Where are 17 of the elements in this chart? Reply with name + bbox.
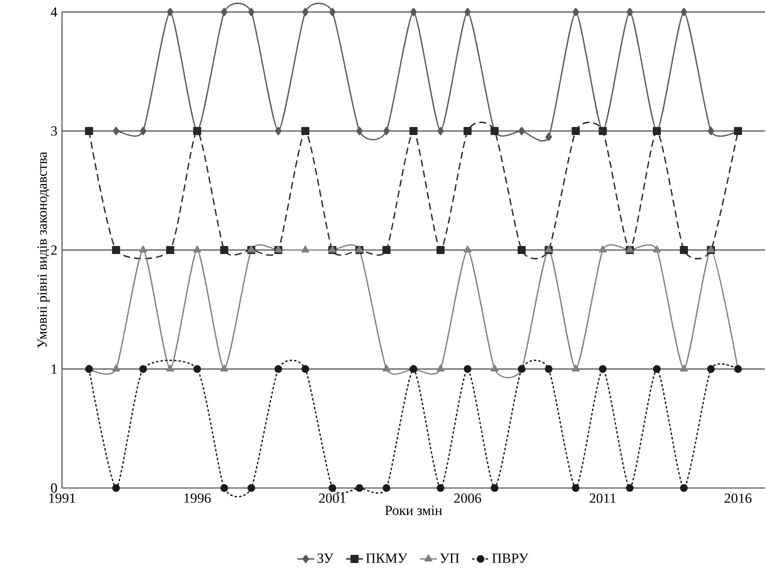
x-tick-label: 2016 — [724, 494, 752, 503]
y-tick-label: 2 — [51, 245, 57, 255]
y-tick-label: 3 — [51, 126, 57, 136]
x-tick-label: 1991 — [49, 494, 76, 503]
y-tick-label: 4 — [50, 7, 58, 17]
y-axis-title: Умовні рівні видів законодавства — [37, 152, 50, 348]
legend-label: ПВРУ — [492, 554, 528, 563]
legend-label: ЗУ — [318, 554, 334, 563]
x-axis-title: Роки змін — [385, 506, 442, 516]
y-tick-label: 1 — [52, 364, 57, 374]
legend-label: УП — [440, 554, 460, 563]
x-tick-label: 2011 — [590, 494, 616, 503]
y-tick-label: 0 — [51, 483, 57, 493]
x-tick-label: 1996 — [184, 494, 211, 503]
x-tick-label: 2001 — [319, 494, 346, 503]
x-tick-label: 2006 — [454, 494, 482, 503]
legend-label: ПКМУ — [366, 554, 408, 563]
